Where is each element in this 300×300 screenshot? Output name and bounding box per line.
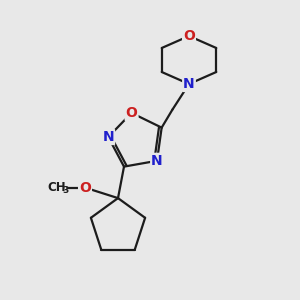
Text: O: O [79,181,91,195]
Text: 3: 3 [62,185,68,194]
Text: O: O [126,106,137,120]
Text: CH: CH [47,181,66,194]
Text: O: O [183,29,195,43]
Text: methoxy: methoxy [48,187,55,188]
Text: N: N [103,130,114,144]
Text: N: N [151,154,163,168]
Text: N: N [183,77,195,91]
